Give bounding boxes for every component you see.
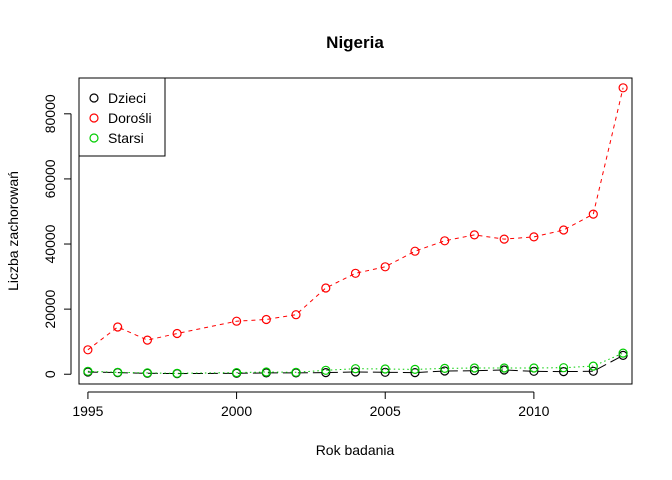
data-point	[172, 368, 182, 378]
data-point	[618, 83, 628, 93]
x-axis: 1995 2000 2005 2010	[72, 391, 550, 419]
legend-marker	[89, 133, 99, 143]
series-layer	[83, 83, 628, 379]
data-point	[558, 367, 569, 377]
data-point	[380, 364, 390, 374]
data-point	[113, 322, 123, 332]
legend-marker	[89, 113, 99, 123]
data-point	[113, 367, 123, 377]
data-point	[261, 314, 271, 325]
data-point	[499, 234, 509, 244]
data-point	[350, 268, 361, 278]
data-point	[440, 236, 450, 246]
data-point	[558, 225, 569, 235]
data-point	[291, 310, 301, 320]
y-axis: 0 20000 40000 60000 80000	[42, 94, 72, 378]
data-point	[588, 366, 598, 376]
data-point	[469, 363, 479, 373]
data-point	[529, 366, 539, 376]
data-point	[469, 230, 479, 240]
data-point	[380, 367, 390, 377]
data-point	[440, 363, 450, 373]
y-tick-label: 0	[42, 370, 58, 378]
series-line	[87, 352, 624, 374]
data-point	[618, 348, 628, 358]
legend-label: Dzieci	[108, 90, 146, 106]
legend: Dzieci Dorośli Starsi	[78, 77, 166, 157]
x-tick-label: 2005	[370, 403, 401, 419]
y-tick-label: 80000	[42, 94, 58, 133]
data-point	[172, 328, 182, 339]
x-axis-label: Rok badania	[316, 442, 395, 458]
y-tick-label: 40000	[42, 224, 58, 263]
series-line	[87, 87, 624, 351]
legend-label: Starsi	[108, 130, 144, 146]
data-point	[291, 367, 301, 377]
data-point	[350, 364, 361, 374]
series-Starsi	[83, 348, 628, 378]
data-point	[410, 364, 420, 374]
data-point	[261, 367, 271, 377]
series-Dorośli	[83, 83, 628, 355]
data-point	[350, 367, 361, 377]
x-tick-label: 2010	[518, 403, 549, 419]
data-point	[410, 246, 420, 256]
data-point	[529, 363, 539, 373]
data-point	[83, 345, 93, 355]
data-point	[142, 335, 152, 345]
y-tick-label: 60000	[42, 159, 58, 198]
data-point	[321, 368, 331, 378]
data-point	[618, 350, 628, 360]
data-point	[380, 262, 390, 272]
y-axis-label: Liczba zachorowań	[5, 171, 21, 291]
data-point	[469, 366, 479, 376]
data-point	[321, 283, 331, 293]
series-line	[87, 354, 624, 375]
legend-label: Dorośli	[108, 110, 152, 126]
data-point	[232, 368, 242, 378]
data-point	[232, 316, 242, 326]
plot-area	[78, 77, 633, 385]
data-point	[588, 209, 598, 219]
data-point	[440, 366, 450, 376]
data-point	[410, 368, 420, 378]
x-tick-label: 1995	[72, 403, 103, 419]
data-point	[321, 365, 331, 375]
data-point	[558, 363, 569, 373]
legend-marker	[89, 93, 99, 103]
data-point	[529, 232, 539, 242]
data-point	[142, 368, 152, 378]
y-tick-label: 20000	[42, 289, 58, 328]
data-point	[499, 363, 509, 373]
data-point	[588, 361, 598, 371]
data-point	[83, 366, 93, 376]
chart-title: Nigeria	[326, 33, 384, 52]
legend-box	[78, 77, 166, 157]
x-tick-label: 2000	[221, 403, 252, 419]
